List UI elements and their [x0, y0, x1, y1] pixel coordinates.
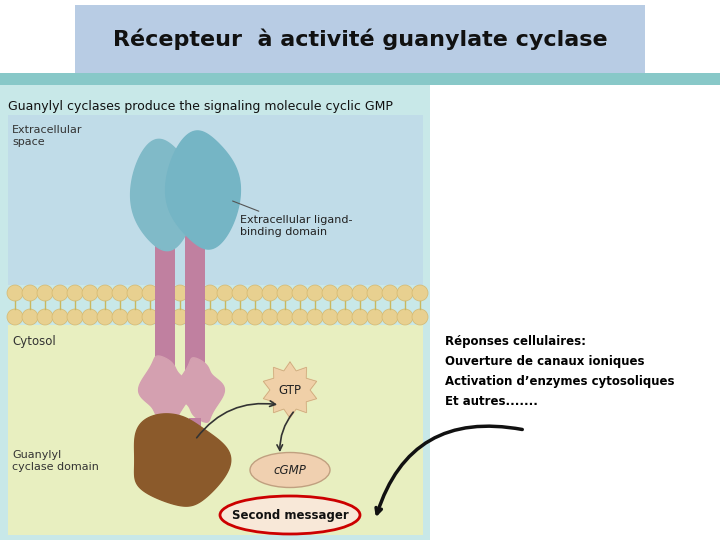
- Circle shape: [397, 309, 413, 325]
- Circle shape: [367, 309, 383, 325]
- Circle shape: [7, 309, 23, 325]
- Circle shape: [157, 285, 173, 301]
- Polygon shape: [130, 139, 195, 251]
- Circle shape: [82, 285, 98, 301]
- Circle shape: [412, 309, 428, 325]
- Polygon shape: [135, 414, 230, 506]
- Circle shape: [67, 309, 83, 325]
- Circle shape: [262, 309, 278, 325]
- Text: Extracellular
space: Extracellular space: [12, 125, 83, 146]
- Ellipse shape: [250, 453, 330, 488]
- Circle shape: [277, 309, 293, 325]
- Circle shape: [337, 285, 353, 301]
- Circle shape: [97, 309, 113, 325]
- Circle shape: [187, 285, 203, 301]
- Text: Second messager: Second messager: [232, 509, 348, 522]
- Polygon shape: [139, 356, 192, 424]
- Bar: [8, 325, 423, 535]
- Circle shape: [142, 285, 158, 301]
- Circle shape: [37, 285, 53, 301]
- Circle shape: [412, 285, 428, 301]
- Circle shape: [247, 285, 263, 301]
- Circle shape: [367, 285, 383, 301]
- Circle shape: [382, 309, 398, 325]
- Circle shape: [112, 285, 128, 301]
- FancyBboxPatch shape: [189, 418, 201, 443]
- Circle shape: [157, 309, 173, 325]
- Circle shape: [292, 285, 308, 301]
- FancyBboxPatch shape: [185, 200, 205, 370]
- Text: Guanylyl cyclases produce the signaling molecule cyclic GMP: Guanylyl cyclases produce the signaling …: [8, 100, 393, 113]
- Circle shape: [187, 309, 203, 325]
- Circle shape: [382, 285, 398, 301]
- Text: Réponses cellulaires:
Ouverture de canaux ioniques
Activation d’enzymes cytosoli: Réponses cellulaires: Ouverture de canau…: [445, 335, 675, 408]
- FancyBboxPatch shape: [75, 5, 645, 73]
- Text: Cytosol: Cytosol: [12, 335, 55, 348]
- Circle shape: [232, 309, 248, 325]
- Circle shape: [307, 309, 323, 325]
- Circle shape: [52, 285, 68, 301]
- Circle shape: [202, 285, 218, 301]
- Bar: [8, 115, 423, 285]
- Circle shape: [397, 285, 413, 301]
- Circle shape: [172, 309, 188, 325]
- Bar: [430, 85, 720, 540]
- Bar: [0, 85, 430, 540]
- Circle shape: [337, 309, 353, 325]
- Circle shape: [217, 309, 233, 325]
- Circle shape: [277, 285, 293, 301]
- Bar: [0, 73, 720, 85]
- Circle shape: [352, 309, 368, 325]
- Circle shape: [22, 309, 38, 325]
- Circle shape: [142, 309, 158, 325]
- Text: GTP: GTP: [279, 383, 302, 396]
- Circle shape: [232, 285, 248, 301]
- Ellipse shape: [220, 496, 360, 534]
- Polygon shape: [166, 131, 240, 249]
- Circle shape: [202, 309, 218, 325]
- Circle shape: [127, 309, 143, 325]
- Circle shape: [37, 309, 53, 325]
- FancyBboxPatch shape: [159, 418, 171, 443]
- Text: Extracellular ligand-
binding domain: Extracellular ligand- binding domain: [233, 201, 353, 237]
- Polygon shape: [264, 362, 317, 418]
- Circle shape: [67, 285, 83, 301]
- Circle shape: [52, 309, 68, 325]
- Circle shape: [352, 285, 368, 301]
- Circle shape: [247, 309, 263, 325]
- Circle shape: [112, 309, 128, 325]
- Circle shape: [22, 285, 38, 301]
- FancyBboxPatch shape: [155, 200, 175, 370]
- Circle shape: [292, 309, 308, 325]
- Text: cGMP: cGMP: [274, 463, 307, 476]
- Circle shape: [322, 309, 338, 325]
- Circle shape: [172, 285, 188, 301]
- Text: Guanylyl
cyclase domain: Guanylyl cyclase domain: [12, 450, 99, 471]
- Circle shape: [217, 285, 233, 301]
- Circle shape: [7, 285, 23, 301]
- Circle shape: [307, 285, 323, 301]
- Circle shape: [97, 285, 113, 301]
- Polygon shape: [176, 358, 225, 422]
- Circle shape: [262, 285, 278, 301]
- Circle shape: [322, 285, 338, 301]
- Circle shape: [82, 309, 98, 325]
- Text: Récepteur  à activité guanylate cyclase: Récepteur à activité guanylate cyclase: [113, 28, 607, 50]
- Circle shape: [127, 285, 143, 301]
